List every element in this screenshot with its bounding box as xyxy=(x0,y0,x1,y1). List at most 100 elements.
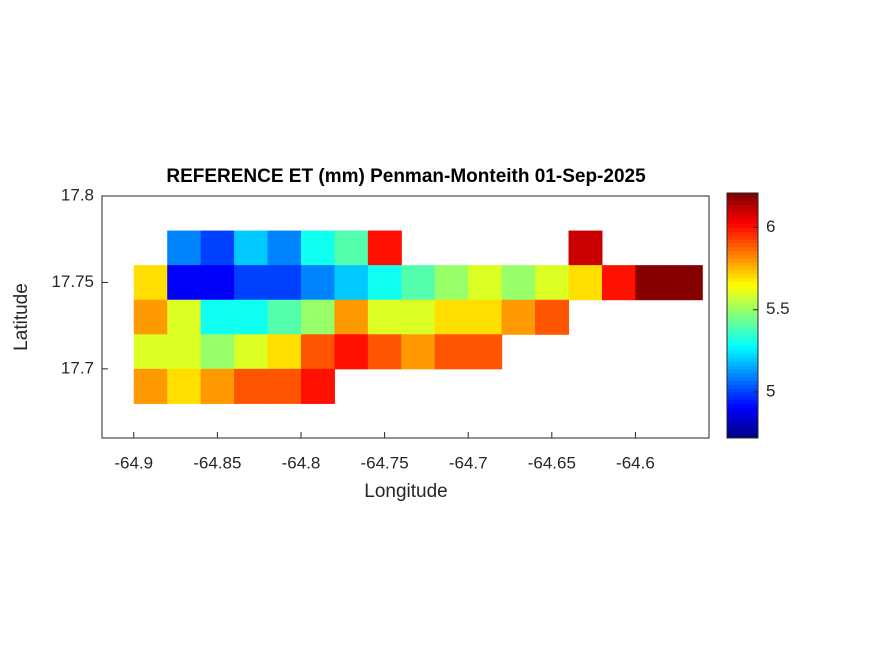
colorbar-tick-label: 6 xyxy=(766,217,775,236)
colorbar-segment xyxy=(727,426,758,431)
cell xyxy=(300,265,335,301)
colorbar-segment xyxy=(727,388,758,393)
cell xyxy=(167,334,202,370)
cell xyxy=(434,334,469,370)
colorbar-segment xyxy=(727,292,758,297)
cell xyxy=(133,368,168,404)
y-tick-label: 17.8 xyxy=(61,185,94,204)
cell xyxy=(200,299,235,335)
cell xyxy=(234,368,269,404)
colorbar-segment xyxy=(727,411,758,416)
y-tick-label: 17.7 xyxy=(61,358,94,377)
cell xyxy=(501,265,536,301)
cell xyxy=(200,230,235,266)
cell xyxy=(468,265,503,301)
colorbar-segment xyxy=(727,200,758,205)
cell xyxy=(468,334,503,370)
colorbar-segment xyxy=(727,193,758,198)
cell xyxy=(234,230,269,266)
colorbar-segment xyxy=(727,254,758,259)
colorbar-segment xyxy=(727,430,758,435)
cell xyxy=(501,299,536,335)
cell xyxy=(367,299,402,335)
colorbar-segment xyxy=(727,246,758,251)
colorbar-segment xyxy=(727,238,758,244)
cell xyxy=(367,265,402,301)
colorbar-segment xyxy=(727,380,758,385)
colorbar-segment xyxy=(727,372,758,378)
colorbar-segment xyxy=(727,235,758,240)
cell xyxy=(568,230,603,266)
colorbar-segment xyxy=(727,223,758,228)
cell xyxy=(133,299,168,335)
colorbar-segment xyxy=(727,384,758,389)
colorbar-segment xyxy=(727,365,758,370)
plot-frame xyxy=(101,195,710,439)
colorbar-segment xyxy=(727,357,758,362)
x-tick-label: -64.6 xyxy=(616,453,655,472)
colorbar-segment xyxy=(727,296,758,301)
colorbar-segment xyxy=(727,208,758,213)
cell xyxy=(300,230,335,266)
colorbar-tick-label: 5.5 xyxy=(766,299,790,318)
colorbar-segment xyxy=(727,376,758,382)
chart-title: REFERENCE ET (mm) Penman-Monteith 01-Sep… xyxy=(166,166,646,187)
colorbar-segment xyxy=(727,399,758,405)
colorbar-segment xyxy=(727,196,758,202)
cell xyxy=(200,265,235,301)
colorbar-segment xyxy=(727,300,758,305)
colorbar-segment xyxy=(727,304,758,309)
cell xyxy=(133,334,168,370)
cell xyxy=(167,368,202,404)
colorbar-segment xyxy=(727,342,758,347)
colorbar-segment xyxy=(727,231,758,236)
x-tick-label: -64.7 xyxy=(449,453,488,472)
cell xyxy=(635,265,670,301)
y-axis-label: Latitude xyxy=(11,283,32,351)
colorbar-segment xyxy=(727,219,758,225)
cell xyxy=(267,230,302,266)
cell xyxy=(334,230,369,266)
cell xyxy=(468,299,503,335)
cell xyxy=(300,368,335,404)
x-tick-label: -64.65 xyxy=(528,453,576,472)
cell xyxy=(200,368,235,404)
colorbar-segment xyxy=(727,407,758,412)
cell xyxy=(401,299,436,335)
cell xyxy=(200,334,235,370)
colorbar-segment xyxy=(727,349,758,355)
colorbar-segment xyxy=(727,261,758,267)
colorbar-segment xyxy=(727,369,758,374)
colorbar-segment xyxy=(727,323,758,328)
cell xyxy=(267,265,302,301)
cell xyxy=(167,265,202,301)
colorbar-segment xyxy=(727,353,758,359)
colorbar-segment xyxy=(727,315,758,320)
cell xyxy=(300,299,335,335)
colorbar-segment xyxy=(727,273,758,278)
colorbar-segment xyxy=(727,330,758,336)
colorbar-segment xyxy=(727,284,758,290)
x-tick-label: -64.8 xyxy=(282,453,321,472)
cell xyxy=(535,299,570,335)
cell xyxy=(401,334,436,370)
colorbar-segment xyxy=(727,319,758,324)
cell xyxy=(167,299,202,335)
colorbar-segment xyxy=(727,307,758,313)
colorbar-segment xyxy=(727,250,758,255)
colorbar-segment xyxy=(727,258,758,263)
x-axis-label: Longitude xyxy=(364,481,447,502)
cell xyxy=(601,265,636,301)
colorbar-segment xyxy=(727,418,758,424)
colorbar-segment xyxy=(727,346,758,351)
colorbar-segment xyxy=(727,265,758,271)
cell xyxy=(267,299,302,335)
y-tick-label: 17.75 xyxy=(51,272,94,291)
colorbar-segment xyxy=(727,269,758,274)
colorbar-segment xyxy=(727,326,758,332)
cell xyxy=(234,299,269,335)
cell xyxy=(133,265,168,301)
cell xyxy=(334,299,369,335)
cell xyxy=(334,265,369,301)
